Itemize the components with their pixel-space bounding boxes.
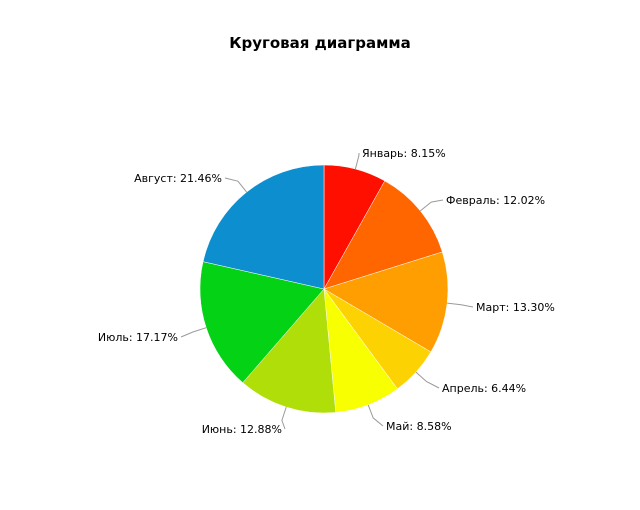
slice-label-2: Февраль: 12.02% bbox=[446, 194, 545, 207]
slice-label-7: Июль: 17.17% bbox=[98, 331, 178, 344]
slice-label-4: Апрель: 6.44% bbox=[442, 382, 526, 395]
leader-line-8 bbox=[224, 177, 247, 193]
pie-slice-2[interactable] bbox=[323, 180, 443, 290]
slice-label-6: Июнь: 12.88% bbox=[202, 423, 282, 436]
slice-label-5: Май: 8.58% bbox=[386, 420, 452, 433]
pie-slice-6[interactable] bbox=[242, 288, 337, 414]
slice-label-3: Март: 13.30% bbox=[476, 301, 555, 314]
pie-slice-8[interactable] bbox=[202, 164, 325, 290]
leader-line-6 bbox=[281, 406, 287, 430]
slice-label-8: Август: 21.46% bbox=[134, 172, 222, 185]
pie-slice-3[interactable] bbox=[323, 251, 449, 353]
leader-line-5 bbox=[367, 404, 384, 427]
leader-line-2 bbox=[419, 199, 444, 212]
slice-label-1: Январь: 8.15% bbox=[362, 147, 446, 160]
leader-line-7 bbox=[180, 327, 207, 338]
leader-lines bbox=[180, 152, 474, 430]
leader-line-1 bbox=[354, 152, 360, 170]
pie-slices bbox=[199, 164, 449, 414]
pie-slice-7[interactable] bbox=[199, 261, 325, 384]
leader-line-4 bbox=[415, 371, 440, 389]
leader-line-3 bbox=[447, 302, 474, 308]
slice-labels: Январь: 8.15% Февраль: 12.02% Март: 13.30%… bbox=[98, 147, 555, 436]
chart-title: Круговая диаграмма bbox=[229, 34, 411, 52]
